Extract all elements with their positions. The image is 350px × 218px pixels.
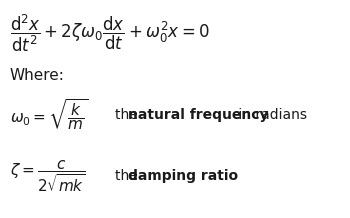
Text: the: the bbox=[115, 108, 142, 122]
Text: the: the bbox=[115, 169, 142, 183]
Text: $\dfrac{\mathrm{d}^2x}{\mathrm{d}t^2} + 2\zeta\omega_0\dfrac{\mathrm{d}x}{\mathr: $\dfrac{\mathrm{d}^2x}{\mathrm{d}t^2} + … bbox=[10, 12, 210, 54]
Text: $\omega_0 = \sqrt{\dfrac{k}{m}}$: $\omega_0 = \sqrt{\dfrac{k}{m}}$ bbox=[10, 98, 88, 132]
Text: Where:: Where: bbox=[10, 68, 65, 83]
Text: in radians: in radians bbox=[234, 108, 307, 122]
Text: damping ratio: damping ratio bbox=[128, 169, 238, 183]
Text: $\zeta = \dfrac{c}{2\sqrt{mk}}$: $\zeta = \dfrac{c}{2\sqrt{mk}}$ bbox=[10, 158, 86, 194]
Text: natural frequency: natural frequency bbox=[128, 108, 268, 122]
